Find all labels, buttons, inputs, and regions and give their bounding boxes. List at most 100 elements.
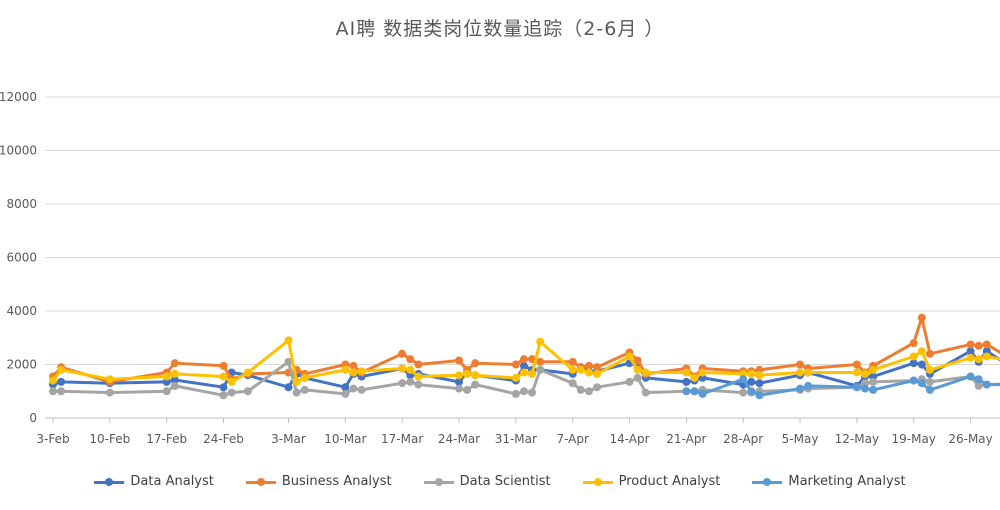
data-point [869,377,878,386]
data-point [633,356,642,365]
data-point [471,380,480,389]
y-tick-label: 10000 [0,144,37,158]
x-tick-label: 26-May [948,432,992,446]
x-tick-label: 17-Mar [381,432,423,446]
x-tick-label: 12-May [835,432,879,446]
data-point [576,385,585,394]
data-point [455,384,463,393]
data-point [633,373,642,382]
data-point [349,361,358,370]
data-point [162,372,171,381]
data-point [755,379,764,388]
data-point [414,360,423,369]
data-point [292,388,301,397]
data-point [406,365,415,374]
data-point [909,339,918,348]
data-point [455,371,463,380]
legend-label: Marketing Analyst [788,474,906,489]
x-tick-label: 17-Feb [146,432,187,446]
series-product-analyst [49,336,1000,386]
data-point [536,337,545,346]
data-point [406,377,415,386]
x-tick-label: 19-May [892,432,936,446]
data-point [341,365,350,374]
series-line [51,360,1000,397]
data-point [925,377,934,386]
data-point [519,355,528,364]
data-point [861,369,869,378]
data-point [528,369,537,378]
data-point [471,371,480,380]
data-point [105,388,114,397]
data-point [576,365,585,374]
data-point [641,368,650,377]
data-point [682,387,691,396]
data-point [162,387,171,396]
series-lines [49,313,1000,400]
data-point [511,373,520,382]
chart-title: AI聘 数据类岗位数量追踪（2-6月 ） [335,18,665,40]
x-tick-label: 3-Feb [36,432,69,446]
data-point [909,359,918,368]
data-point [463,385,472,394]
data-point [300,385,309,394]
data-point [519,368,528,377]
data-point [463,369,472,378]
legend-line-marker-icon [245,476,276,488]
legend: Data Analyst Business Analyst Data Scienti… [0,474,1000,489]
data-point [341,383,350,392]
series-marketing-analyst [682,372,1000,400]
data-point [682,368,691,377]
data-point [796,368,805,377]
legend-line-marker-icon [94,476,125,488]
legend-line-marker-icon [423,476,454,488]
data-point [982,352,991,361]
y-tick-label: 12000 [0,90,37,104]
data-point [641,388,650,397]
data-point [471,359,480,368]
data-point [974,375,983,384]
data-point [284,357,293,366]
data-point [593,363,602,372]
data-point [219,361,228,370]
data-point [917,360,926,369]
data-point [357,385,366,394]
legend-item: Marketing Analyst [752,474,906,489]
data-point [739,375,748,384]
data-point [584,387,593,396]
data-point [593,383,602,392]
data-point [227,377,236,386]
x-axis-tick-labels: 3-Feb 10-Feb 17-Feb 24-Feb 3-Mar 10-Mar 17-Mar… [36,418,993,446]
data-point [57,387,66,396]
data-point [966,340,975,349]
x-tick-label: 21-Apr [666,432,706,446]
x-tick-label: 24-Feb [203,432,244,446]
data-point [755,371,764,380]
data-point [568,365,577,374]
data-point [49,387,57,396]
legend-item: Data Scientist [423,474,551,489]
data-point [917,347,926,356]
data-point [219,372,228,381]
data-point [349,384,358,393]
data-point [511,389,520,398]
data-point [796,360,805,369]
data-point [852,368,861,377]
data-point [625,352,634,361]
x-tick-label: 31-Mar [495,432,537,446]
data-point [796,384,805,393]
data-point [974,355,983,364]
data-point [584,361,593,370]
data-point [909,352,918,361]
data-point [869,385,878,394]
data-point [57,365,66,374]
data-point [861,384,869,393]
data-point [519,361,528,370]
data-point [455,356,463,365]
data-point [455,377,463,386]
x-tick-label: 10-Mar [324,432,366,446]
data-point [690,387,699,396]
legend-item: Data Analyst [94,474,214,489]
data-point [909,376,918,385]
data-point [925,349,934,358]
